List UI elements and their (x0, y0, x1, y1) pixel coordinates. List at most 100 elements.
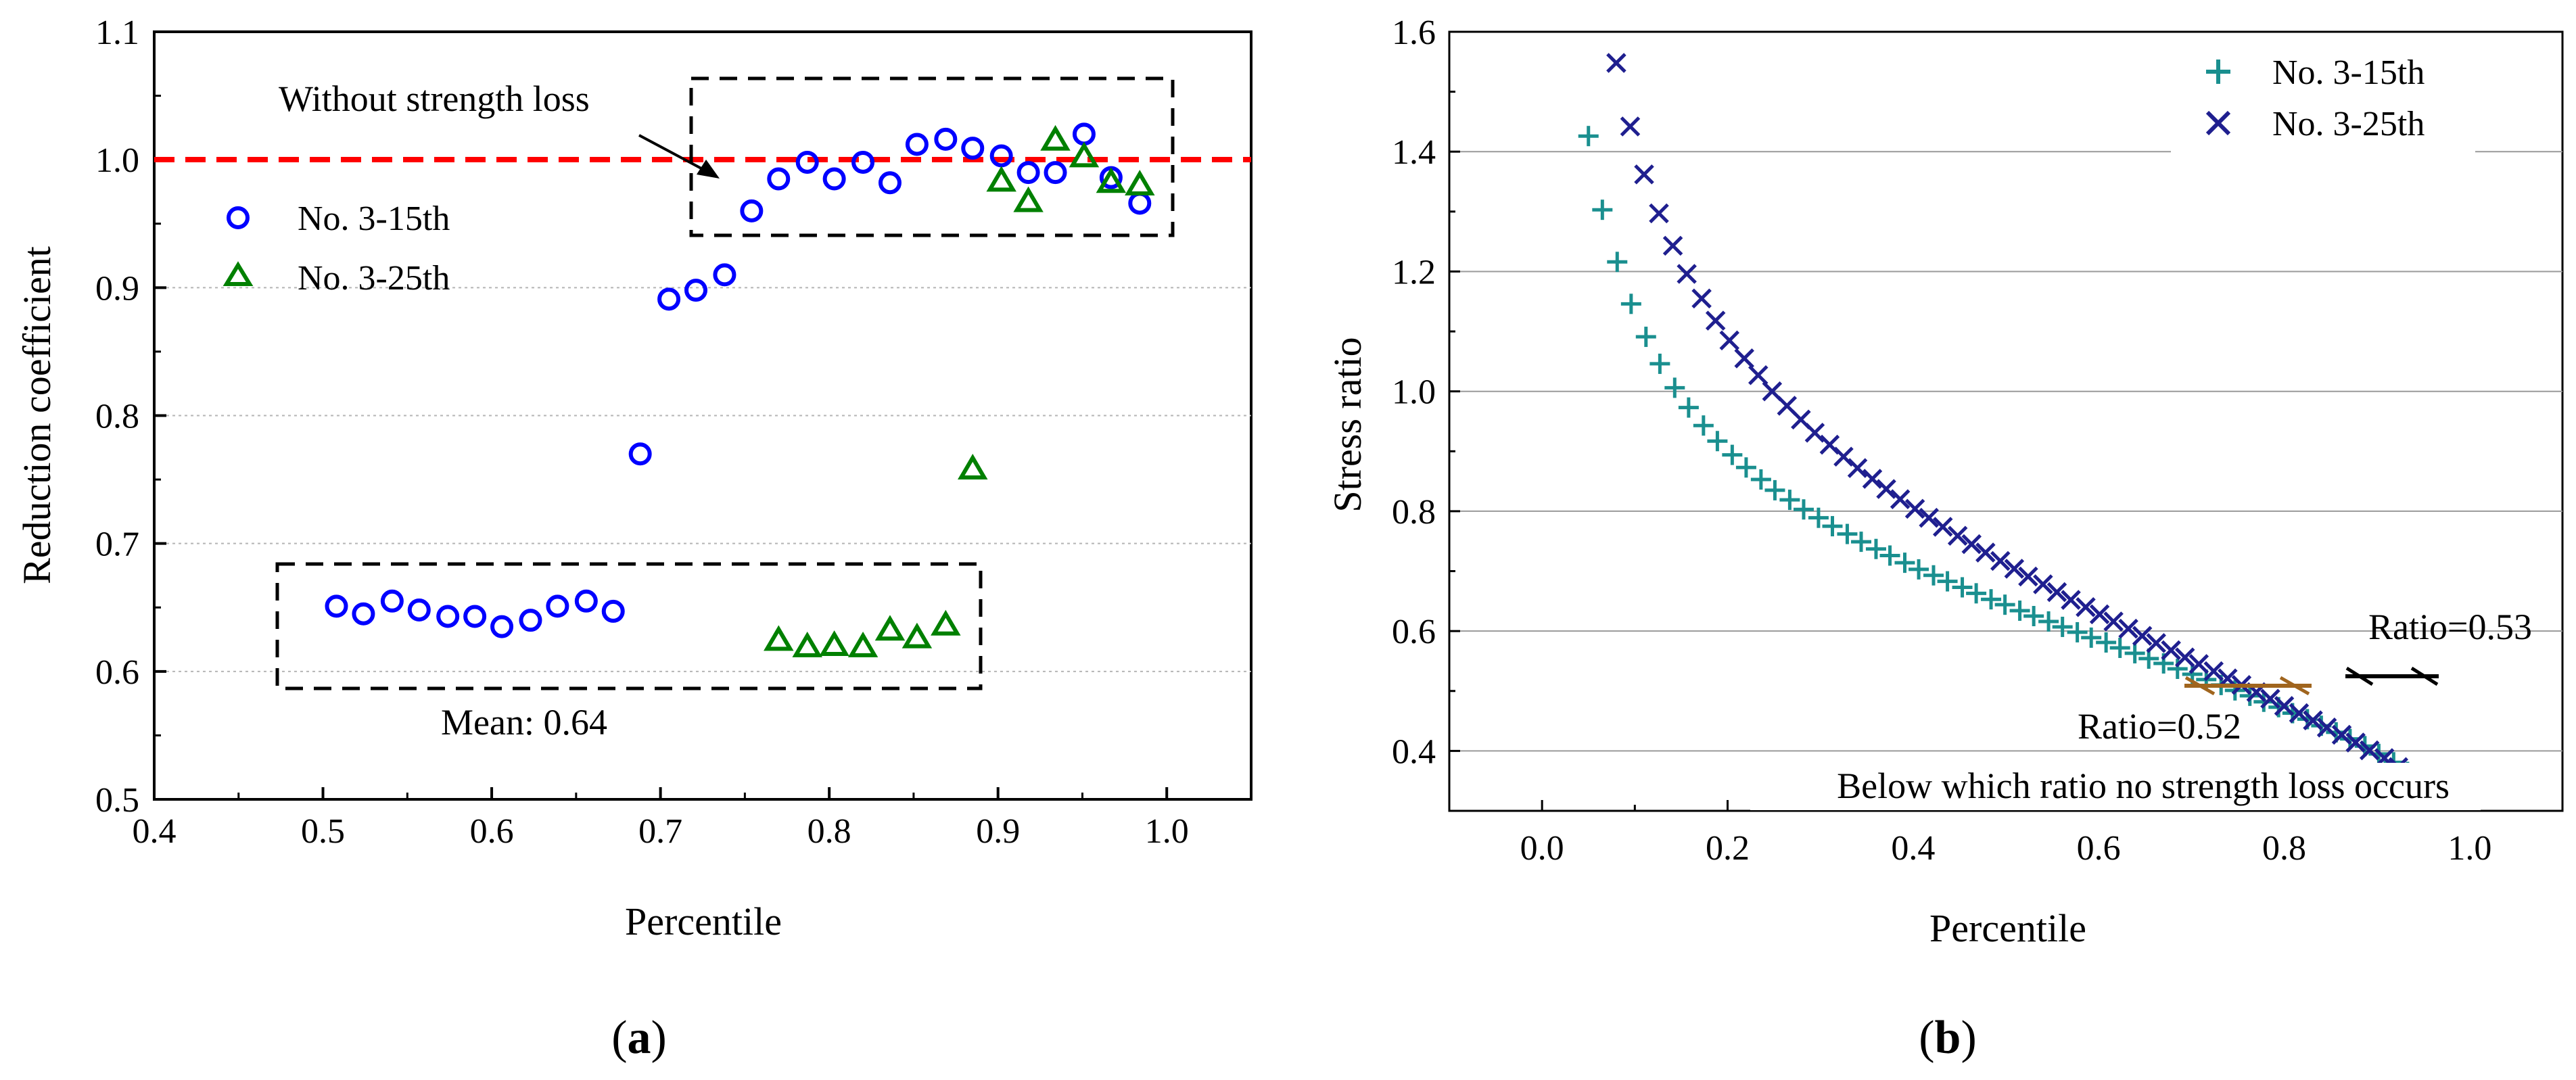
point-b-3-25th (1990, 550, 2011, 571)
point-b-3-25th (2345, 732, 2366, 753)
annotation-ratio-052: Ratio=0.52 (2078, 706, 2241, 747)
point-a-3-15th (352, 602, 375, 626)
point-b-3-25th (2303, 710, 2323, 730)
ratio-052-stroke-2 (2279, 676, 2310, 696)
point-b-3-25th (2260, 688, 2280, 709)
annotation-arrow-head (697, 160, 720, 179)
panel-b-x-tick-label: 1.0 (2448, 829, 2491, 868)
annotation-arrow-line (638, 134, 711, 174)
point-a-3-25th (931, 609, 961, 636)
point-a-3-15th (878, 171, 901, 195)
point-b-3-25th (1705, 310, 1726, 331)
point-b-3-25th (1691, 288, 1712, 309)
point-b-3-15th (2067, 621, 2088, 642)
point-b-3-15th (1722, 444, 1743, 465)
point-b-3-15th (1981, 589, 2002, 610)
panel-a-x-tick-label: 0.7 (638, 812, 682, 851)
point-b-3-15th (1851, 532, 1872, 553)
point-b-3-15th (1664, 377, 1685, 398)
panel-a-y-axis-title: Reduction coefficient (15, 246, 59, 584)
panel-a-x-tick-label: 0.9 (976, 812, 1020, 851)
legend-marker-triangle (223, 261, 254, 286)
panel-b-y-tick-label: 1.6 (1392, 14, 1436, 52)
point-b-3-25th (2331, 724, 2352, 745)
point-a-3-15th (740, 199, 764, 222)
point-b-3-15th (2038, 611, 2059, 632)
point-b-3-25th (2289, 703, 2310, 724)
point-a-3-15th (436, 605, 460, 628)
panel-a-y-tick-label: 1.0 (95, 141, 139, 180)
point-b-3-15th (1693, 415, 1714, 436)
point-b-3-15th (1620, 294, 1641, 314)
point-b-3-25th (2004, 559, 2025, 579)
point-a-3-15th (519, 609, 542, 632)
panel-b-points (1578, 53, 2452, 808)
point-a-3-25th (792, 631, 822, 657)
legend-marker-x (2205, 110, 2231, 136)
point-b-3-15th (2023, 606, 2044, 626)
point-b-3-15th (2109, 637, 2130, 658)
point-b-3-25th (1932, 517, 1953, 537)
point-b-3-25th (1947, 525, 1968, 546)
point-b-3-25th (1734, 348, 1754, 369)
panel-a-y-tick-label: 0.5 (95, 781, 139, 820)
point-b-3-15th (1822, 516, 1843, 537)
point-a-3-15th (657, 287, 681, 311)
point-b-3-15th (1793, 499, 1814, 520)
panel-a-y-tick-label: 0.7 (95, 525, 139, 564)
point-a-3-25th (958, 454, 988, 479)
point-b-3-25th (1961, 534, 1982, 555)
point-b-3-25th (2018, 566, 2038, 587)
point-b-3-15th (2009, 601, 2030, 621)
point-a-3-15th (463, 605, 487, 628)
panel-b-y-tick-label: 1.4 (1392, 133, 1436, 172)
point-b-3-25th (1649, 203, 1669, 224)
point-a-3-25th (764, 625, 794, 651)
point-a-3-25th (819, 630, 849, 656)
point-b-3-15th (1607, 252, 1628, 273)
point-b-3-15th (1735, 457, 1756, 478)
point-b-3-15th (1592, 199, 1613, 220)
point-b-3-25th (1677, 264, 1697, 284)
point-a-3-15th (1016, 161, 1040, 185)
panel-b-stress-ratio: 0.40.60.81.01.21.41.60.0 0.2 0.4 0.6 0.8 1.0 … (1326, 14, 2564, 1064)
point-a-3-25th (1069, 141, 1100, 168)
point-a-3-25th (901, 622, 933, 649)
point-b-3-15th (2096, 632, 2117, 653)
point-a-3-15th (490, 615, 514, 638)
point-b-3-15th (1908, 559, 1929, 580)
point-a-3-15th (822, 167, 846, 191)
point-b-3-25th (1876, 479, 1896, 499)
point-a-3-25th (847, 631, 879, 657)
panel-a-x-tick-label: 0.5 (301, 812, 345, 851)
point-b-3-15th (1937, 571, 1958, 592)
point-b-3-25th (2161, 640, 2181, 661)
point-b-3-25th (2174, 647, 2195, 667)
point-b-3-25th (2316, 718, 2337, 738)
point-b-3-25th (1847, 458, 1868, 478)
point-b-3-25th (1919, 507, 1939, 528)
legend-label-3-25th: No. 3-25th (298, 259, 450, 298)
point-a-3-25th (986, 166, 1016, 192)
point-b-3-15th (1578, 126, 1599, 147)
panel-b-y-axis-title: Stress ratio (1326, 337, 1369, 512)
footer-text-background (1750, 763, 2481, 810)
panel-a-ticks: 0.50.60.70.80.91.01.10.4 0.5 0.6 0.7 0.8 0.9 1… (95, 14, 1189, 851)
point-a-3-15th (934, 127, 958, 151)
point-a-3-15th (767, 167, 791, 191)
point-a-3-15th (601, 599, 625, 623)
point-a-3-25th (874, 615, 906, 641)
panel-b-label: (b) (1919, 1012, 1977, 1064)
point-b-3-15th (2239, 685, 2260, 706)
panel-a-box-mean (275, 562, 983, 690)
point-b-3-25th (1634, 164, 1654, 185)
point-b-3-25th (2076, 596, 2096, 617)
point-b-3-15th (2124, 642, 2145, 663)
point-a-3-25th (1040, 124, 1071, 151)
point-a-3-15th (325, 594, 348, 618)
panel-b-x-axis-title: Percentile (1929, 906, 2086, 950)
point-a-3-15th (1072, 122, 1096, 146)
point-b-3-15th (1837, 523, 1858, 544)
point-b-3-15th (1779, 490, 1800, 511)
point-b-3-15th (1952, 577, 1973, 598)
